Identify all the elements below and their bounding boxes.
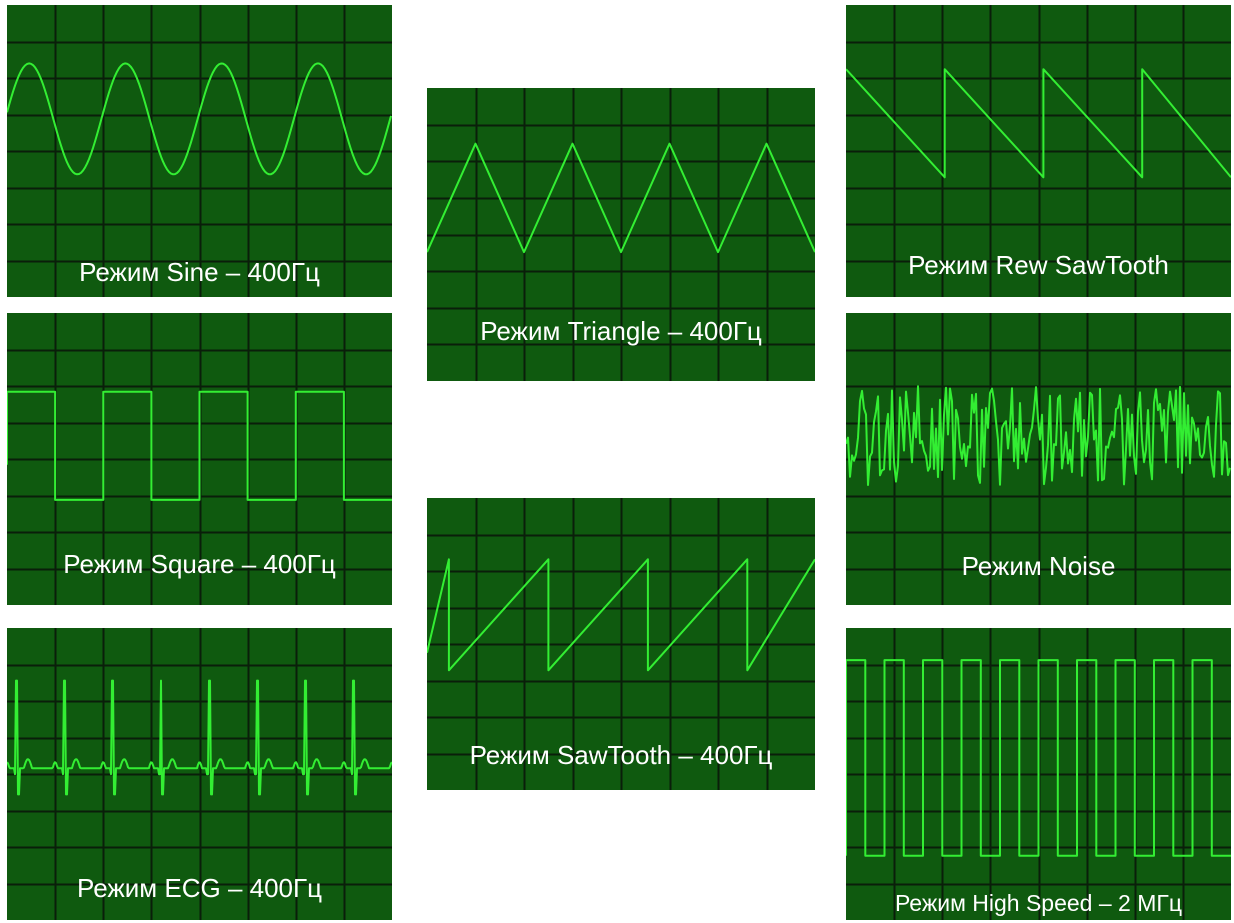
grid-lines: [427, 88, 815, 381]
panel-label-sine: Режим Sine – 400Гц: [79, 257, 320, 287]
waveform-trace-sawtooth: [427, 498, 815, 790]
scope-panel-high-speed: Режим High Speed – 2 МГц: [846, 628, 1231, 920]
scope-panel-square: Режим Square – 400Гц: [7, 313, 392, 605]
waveform-line: [7, 62, 392, 176]
panel-label-high-speed: Режим High Speed – 2 МГц: [894, 890, 1183, 916]
waveform-line: [7, 390, 392, 501]
grid-lines: [7, 5, 392, 297]
scope-panel-sawtooth: Режим SawTooth – 400Гц: [427, 498, 815, 790]
waveform-line: [846, 68, 1231, 179]
waveform-line: [846, 659, 1231, 857]
scope-panel-noise: Режим Noise: [846, 313, 1231, 605]
scope-panel-ecg: Режим ECG – 400Гц: [7, 628, 392, 920]
waveform-line: [427, 558, 815, 672]
waveform-trace-square: [7, 313, 392, 605]
panel-label-sawtooth: Режим SawTooth – 400Гц: [469, 740, 773, 770]
waveform-line: [846, 385, 1231, 486]
waveform-trace-noise: [846, 313, 1231, 605]
grid-lines: [846, 313, 1231, 605]
panel-label-rew-sawtooth: Режим Rew SawTooth: [908, 250, 1169, 280]
waveform-line: [7, 679, 392, 796]
scope-panel-triangle: Режим Triangle – 400Гц: [427, 88, 815, 381]
scope-panel-rew-sawtooth: Режим Rew SawTooth: [846, 5, 1231, 297]
scope-panel-sine: Режим Sine – 400Гц: [7, 5, 392, 297]
waveform-trace-ecg: [7, 628, 392, 920]
panel-label-triangle: Режим Triangle – 400Гц: [480, 316, 762, 346]
waveform-trace-rew-sawtooth: [846, 5, 1231, 297]
panel-label-ecg: Режим ECG – 400Гц: [77, 873, 322, 903]
waveform-line: [427, 142, 815, 254]
panel-label-square: Режим Square – 400Гц: [63, 549, 336, 579]
waveform-trace-triangle: [427, 88, 815, 381]
waveform-trace-high-speed: [846, 628, 1231, 920]
grid-lines: [427, 498, 815, 790]
waveform-trace-sine: [7, 5, 392, 297]
grid-lines: [846, 5, 1231, 297]
grid-lines: [7, 628, 392, 920]
panel-label-noise: Режим Noise: [961, 551, 1116, 581]
